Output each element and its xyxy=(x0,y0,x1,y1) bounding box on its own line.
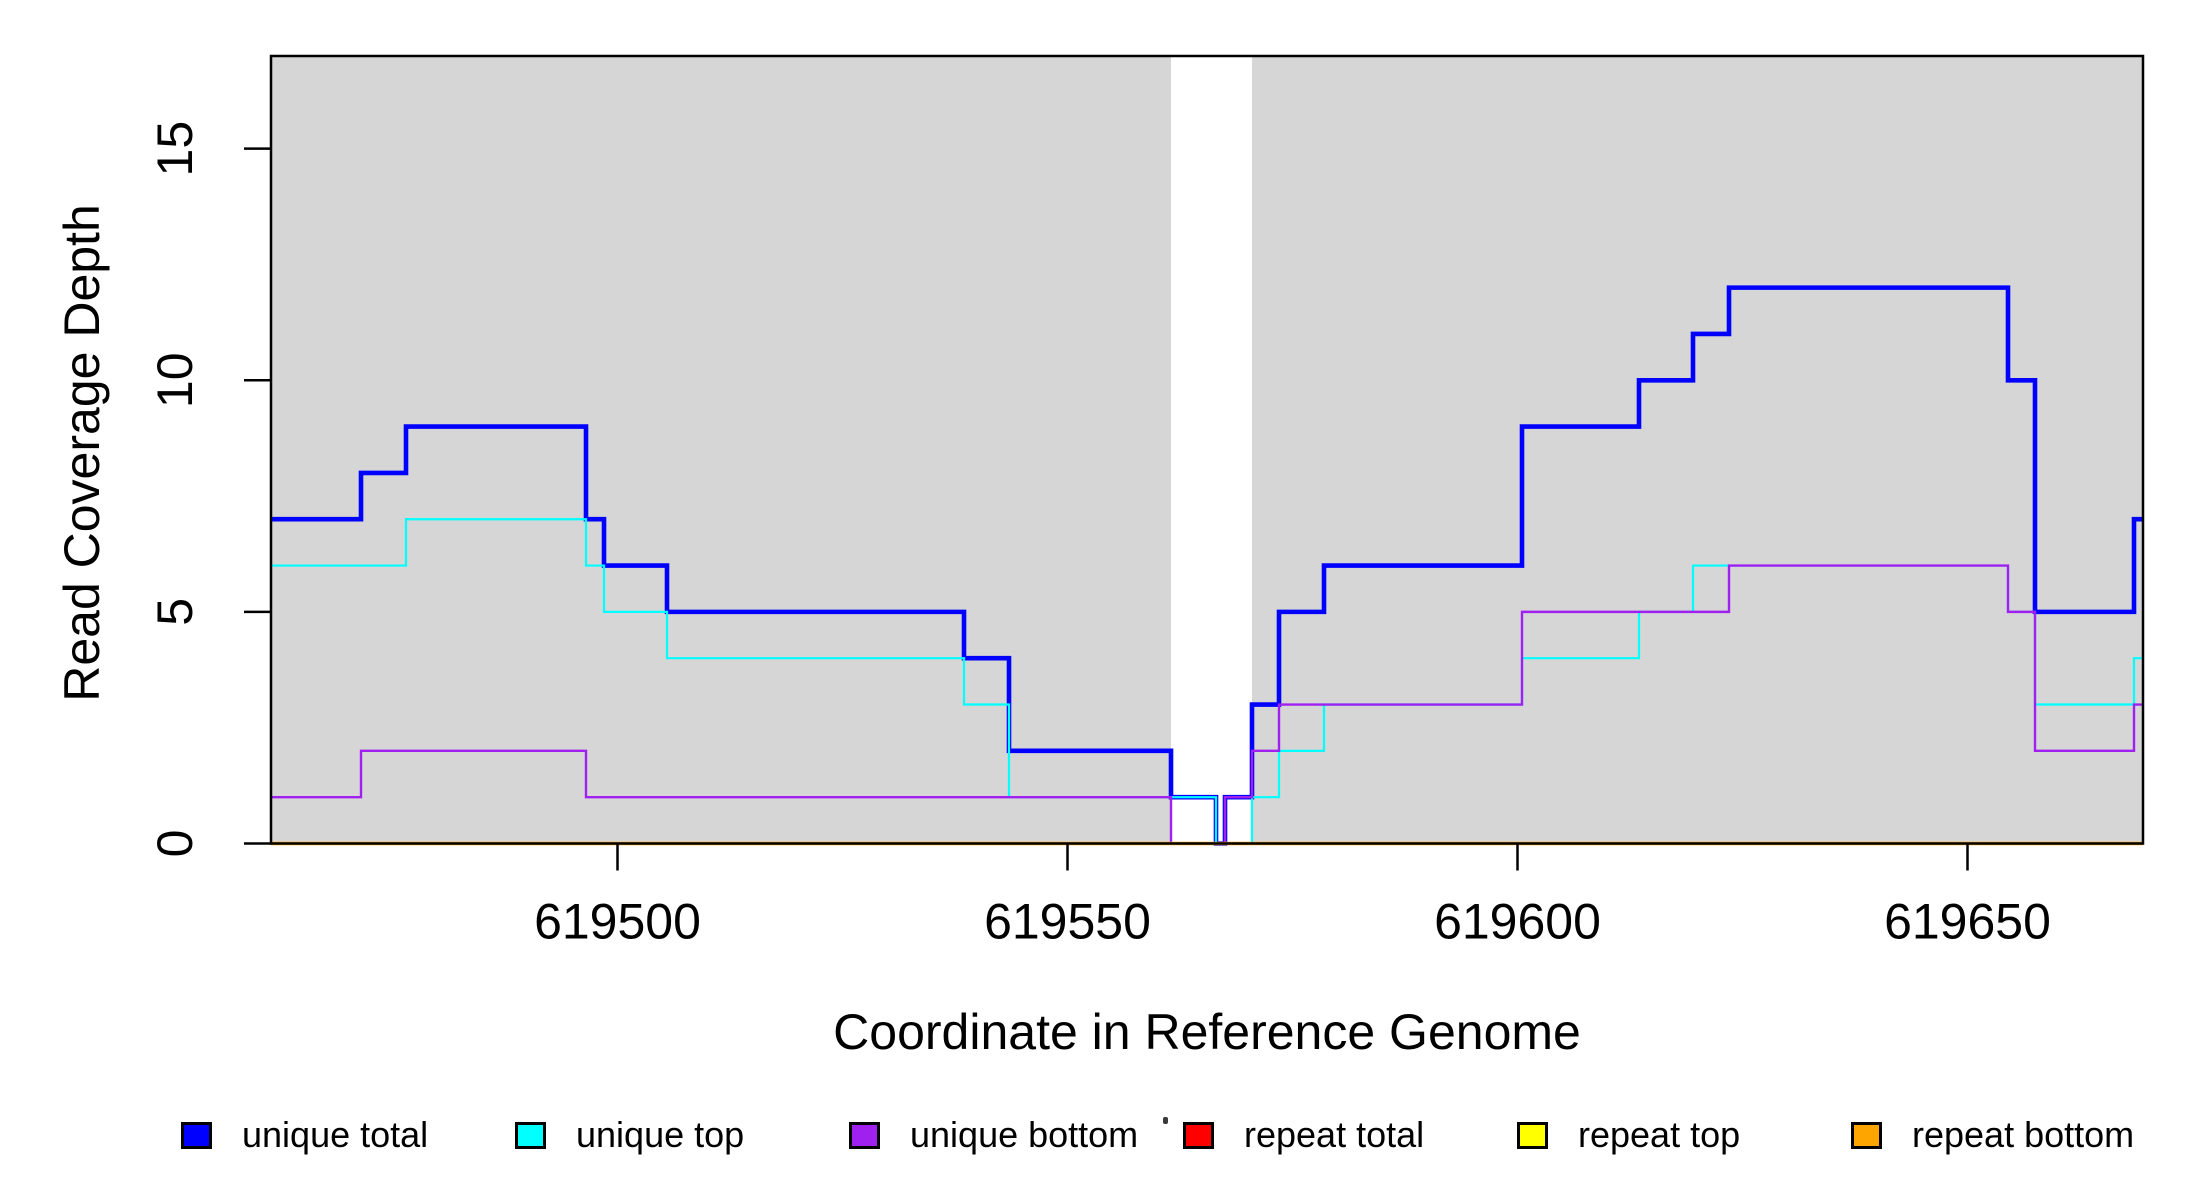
x-tick-label: 619600 xyxy=(1434,894,1601,950)
x-tick-label: 619550 xyxy=(984,894,1151,950)
legend-swatch-icon xyxy=(181,1121,212,1149)
unmappable-gap-band xyxy=(1171,56,1252,844)
legend-item-unique-bottom: unique bottom xyxy=(849,1114,1138,1155)
legend-label: unique top xyxy=(576,1114,745,1155)
y-tick-label: 10 xyxy=(147,352,203,408)
x-tick-label: 619650 xyxy=(1884,894,2051,950)
legend-item-repeat-total: repeat total xyxy=(1183,1114,1424,1155)
legend-item-unique-total: unique total xyxy=(181,1114,428,1155)
legend-swatch-icon xyxy=(1517,1121,1548,1149)
series-unique-bottom xyxy=(271,564,2143,845)
plot-border xyxy=(269,54,2145,845)
y-tick-label: 15 xyxy=(147,121,203,177)
x-tick-label: 619500 xyxy=(534,894,701,950)
legend-swatch-icon xyxy=(1183,1121,1214,1149)
legend-label: repeat total xyxy=(1244,1114,1425,1155)
legend-swatch-icon xyxy=(515,1121,546,1149)
legend-swatch-icon xyxy=(849,1121,880,1149)
legend-label: unique bottom xyxy=(910,1114,1139,1155)
legend-label: repeat top xyxy=(1578,1114,1741,1155)
legend-item-repeat-bottom: repeat bottom xyxy=(1851,1114,2134,1155)
y-axis-title: Read Coverage Depth xyxy=(54,204,110,702)
legend-item-repeat-top: repeat top xyxy=(1517,1114,1740,1155)
y-tick-label: 0 xyxy=(147,830,203,858)
legend-label: unique total xyxy=(242,1114,429,1155)
x-axis-title: Coordinate in Reference Genome xyxy=(833,1004,1581,1060)
legend-swatch-icon xyxy=(1851,1121,1882,1149)
stray-dot-artifact xyxy=(1163,1117,1168,1124)
y-tick-label: 5 xyxy=(147,598,203,626)
legend-item-unique-top: unique top xyxy=(515,1114,744,1155)
legend-label: repeat bottom xyxy=(1912,1114,2135,1155)
